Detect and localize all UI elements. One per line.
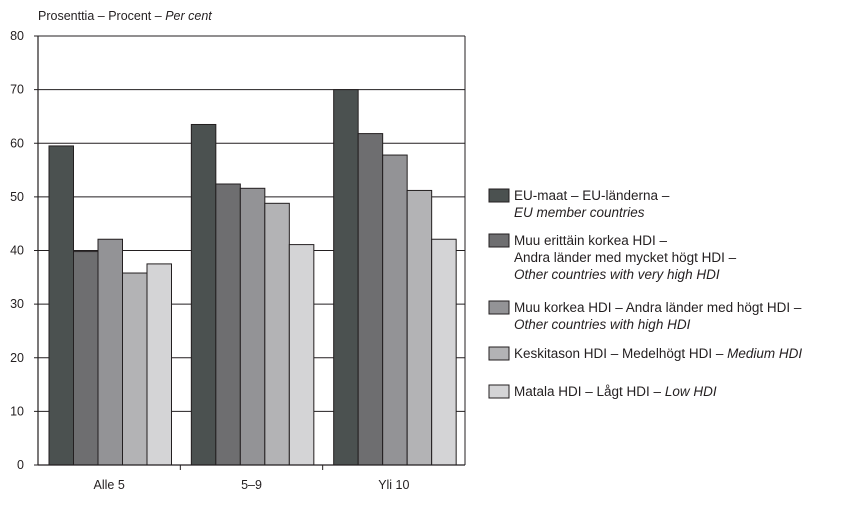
legend-label-italic: Other countries with very high HDI [514,267,720,282]
legend-label-text: Keskitason HDI – Medelhögt HDI – [514,346,727,361]
legend-label-italic: Medium HDI [727,346,802,361]
legend-label: Other countries with very high HDI [514,267,720,282]
legend-label-italic: Low HDI [665,384,717,399]
y-tick-label: 30 [10,297,24,311]
x-tick-label: Yli 10 [378,478,409,492]
legend-label: Muu korkea HDI – Andra länder med högt H… [514,300,802,315]
bar [431,238,457,466]
bar [215,183,241,466]
y-tick-label: 60 [10,136,24,150]
bar [48,145,74,466]
y-axis-label-fi: Prosenttia [38,9,94,23]
x-tick-label: Alle 5 [94,478,125,492]
bar [122,272,148,466]
bars [48,89,457,466]
legend-label: Matala HDI – Lågt HDI – Low HDI [514,384,717,399]
legend-swatch [488,233,510,248]
y-tick-label: 40 [10,244,24,258]
bar [357,133,384,466]
legend-label-text: EU-maat – EU-länderna – [514,188,670,203]
x-tick-label: 5–9 [241,478,262,492]
y-tick-label: 10 [10,404,24,418]
legend-swatch [488,300,510,315]
legend-label: Andra länder med mycket högt HDI – [514,250,737,265]
legend: EU-maat – EU-länderna – EU member countri… [488,188,802,399]
bar [406,189,433,466]
bar [97,238,123,466]
legend-swatch [488,188,510,203]
legend-label: EU member countries [514,205,645,220]
y-axis-label-sv: Procent [108,9,152,23]
y-tick-label: 20 [10,351,24,365]
legend-label: EU-maat – EU-länderna – [514,188,670,203]
y-axis-label-sep-1: – [94,9,108,23]
y-tick-label: 70 [10,83,24,97]
bar [264,202,290,466]
y-axis-label-sep-2: – [151,9,165,23]
bar [239,187,266,466]
bar [333,89,359,466]
y-tick-labels: 0 10 20 30 40 50 60 70 80 [10,29,24,472]
x-tick-labels: Alle 5 5–9 Yli 10 [94,478,410,492]
legend-label: Keskitason HDI – Medelhögt HDI – Medium … [514,346,802,361]
y-tick-label: 50 [10,190,24,204]
y-tick-label: 80 [10,29,24,43]
y-axis-label: Prosenttia – Procent – Per cent [38,9,212,23]
y-tick-label: 0 [17,458,24,472]
bar [73,251,99,466]
legend-label-text: Muu korkea HDI – Andra länder med högt H… [514,300,802,315]
legend-label-text: Matala HDI – Lågt HDI – [514,384,665,399]
legend-label-text: Andra länder med mycket högt HDI – [514,250,737,265]
bar [382,154,408,466]
legend-swatch [488,346,510,361]
bar [190,123,217,466]
legend-label-italic: Other countries with high HDI [514,317,691,332]
y-axis-label-en: Per cent [165,9,212,23]
bar [146,263,172,466]
legend-label-italic: EU member countries [514,205,645,220]
axes [34,35,466,470]
bar [288,244,315,466]
legend-label-text: Muu erittäin korkea HDI – [514,233,668,248]
legend-swatch [488,384,510,399]
legend-label: Muu erittäin korkea HDI – [514,233,668,248]
legend-label: Other countries with high HDI [514,317,691,332]
